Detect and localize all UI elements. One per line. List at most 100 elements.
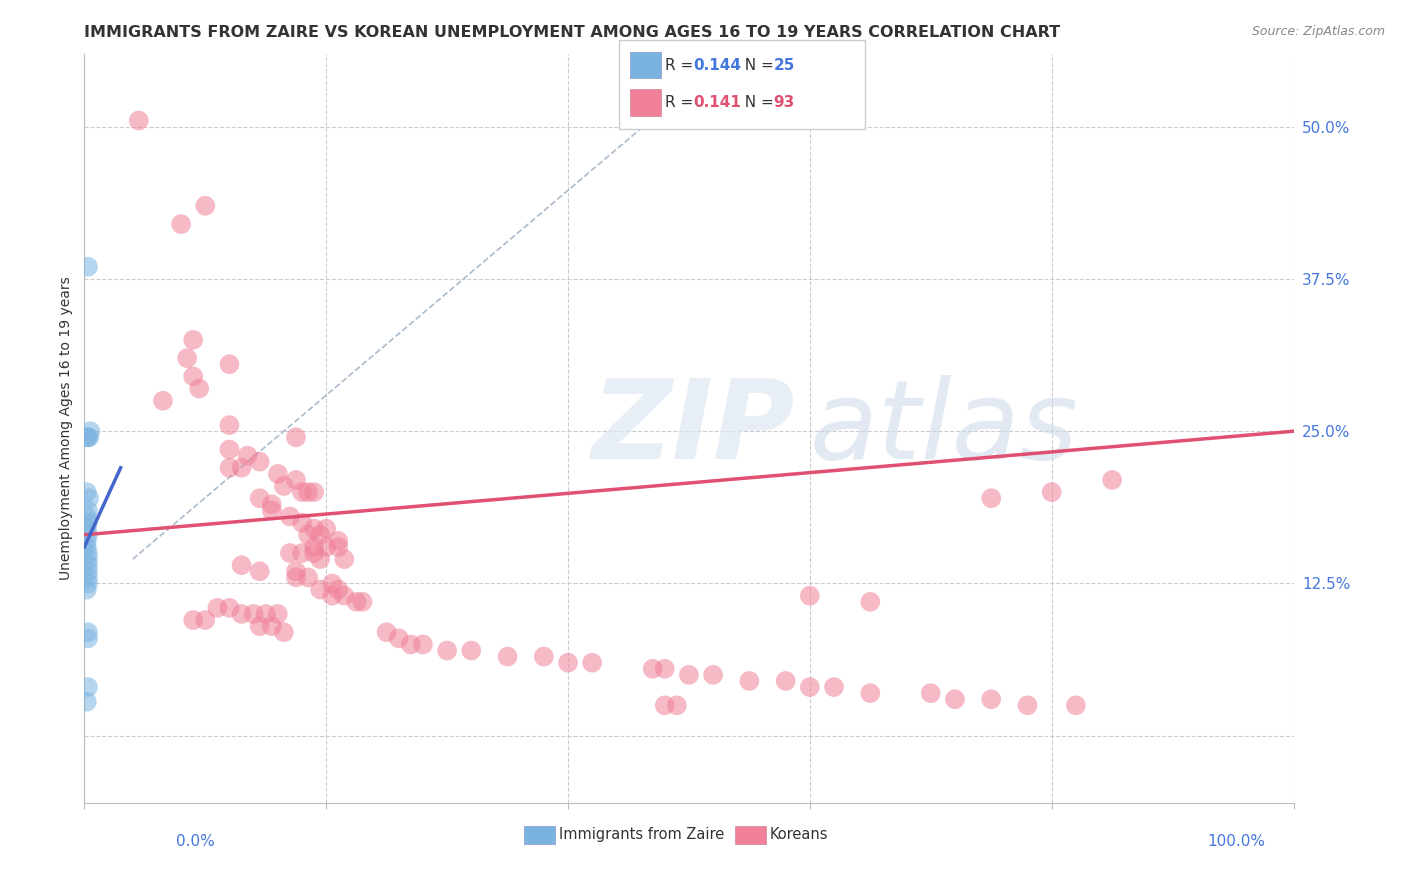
Point [291, 546, 314, 560]
Point [77, 546, 100, 560]
Point [920, 686, 942, 700]
Point [309, 582, 332, 597]
Y-axis label: Unemployment Among Ages 16 to 19 years: Unemployment Among Ages 16 to 19 years [59, 277, 73, 580]
Point [181, 333, 204, 347]
Point [859, 686, 882, 700]
Point [823, 680, 845, 694]
Point [249, 455, 271, 469]
Point [176, 351, 198, 365]
Point [315, 540, 337, 554]
Point [77, 625, 100, 640]
Point [346, 595, 368, 609]
Point [267, 607, 290, 621]
Point [1064, 698, 1087, 713]
Text: R =: R = [665, 58, 699, 72]
Point [533, 649, 555, 664]
Point [1017, 698, 1039, 713]
Point [76, 533, 98, 548]
Point [218, 442, 240, 457]
Point [254, 607, 277, 621]
Point [665, 698, 688, 713]
Point [278, 509, 301, 524]
Point [284, 564, 308, 578]
Point [76, 509, 98, 524]
Point [291, 485, 314, 500]
Point [738, 673, 761, 688]
Point [260, 619, 283, 633]
Point [775, 673, 797, 688]
Point [284, 473, 308, 487]
Point [218, 600, 240, 615]
Point [799, 589, 821, 603]
Point [297, 528, 319, 542]
Point [77, 564, 100, 578]
Point [284, 430, 308, 444]
Text: Source: ZipAtlas.com: Source: ZipAtlas.com [1251, 25, 1385, 38]
Point [76, 485, 98, 500]
Point [249, 564, 271, 578]
Point [76, 582, 98, 597]
Point [273, 625, 295, 640]
Point [170, 217, 193, 231]
Point [260, 503, 283, 517]
Point [302, 540, 325, 554]
Point [943, 692, 966, 706]
Point [641, 662, 664, 676]
Point [302, 546, 325, 560]
Point [207, 600, 229, 615]
Text: 0.141: 0.141 [693, 95, 741, 110]
Point [278, 546, 301, 560]
Point [328, 582, 350, 597]
Point [980, 692, 1002, 706]
Point [77, 516, 100, 530]
Point [375, 625, 398, 640]
Point [297, 570, 319, 584]
Point [249, 491, 271, 506]
Point [231, 558, 253, 573]
Text: N =: N = [735, 95, 779, 110]
Point [654, 698, 676, 713]
Text: 100.0%: 100.0% [1208, 834, 1265, 849]
Point [77, 632, 100, 646]
Point [399, 637, 422, 651]
Point [76, 540, 98, 554]
Text: 93: 93 [773, 95, 794, 110]
Point [77, 528, 100, 542]
Point [249, 619, 271, 633]
Point [297, 485, 319, 500]
Point [328, 533, 350, 548]
Point [260, 497, 283, 511]
Point [1101, 473, 1123, 487]
Point [236, 449, 259, 463]
Point [321, 576, 343, 591]
Point [181, 613, 204, 627]
Point [77, 430, 100, 444]
Text: 0.144: 0.144 [693, 58, 741, 72]
Point [77, 552, 100, 566]
Point [194, 199, 217, 213]
Point [181, 369, 204, 384]
Point [309, 552, 332, 566]
Point [218, 418, 240, 433]
Text: Immigrants from Zaire: Immigrants from Zaire [560, 828, 724, 842]
Point [496, 649, 519, 664]
Point [412, 637, 434, 651]
Text: 25: 25 [773, 58, 794, 72]
Point [77, 503, 100, 517]
Point [581, 656, 603, 670]
Point [267, 467, 290, 481]
Point [321, 589, 343, 603]
Point [702, 668, 724, 682]
Point [218, 357, 240, 371]
Point [460, 643, 482, 657]
Point [242, 607, 264, 621]
Point [218, 460, 240, 475]
Point [309, 528, 332, 542]
Point [333, 589, 356, 603]
Point [799, 680, 821, 694]
Point [291, 516, 314, 530]
Point [77, 558, 100, 573]
Text: IMMIGRANTS FROM ZAIRE VS KOREAN UNEMPLOYMENT AMONG AGES 16 TO 19 YEARS CORRELATI: IMMIGRANTS FROM ZAIRE VS KOREAN UNEMPLOY… [84, 25, 1060, 40]
Text: R =: R = [665, 95, 699, 110]
Point [231, 460, 253, 475]
